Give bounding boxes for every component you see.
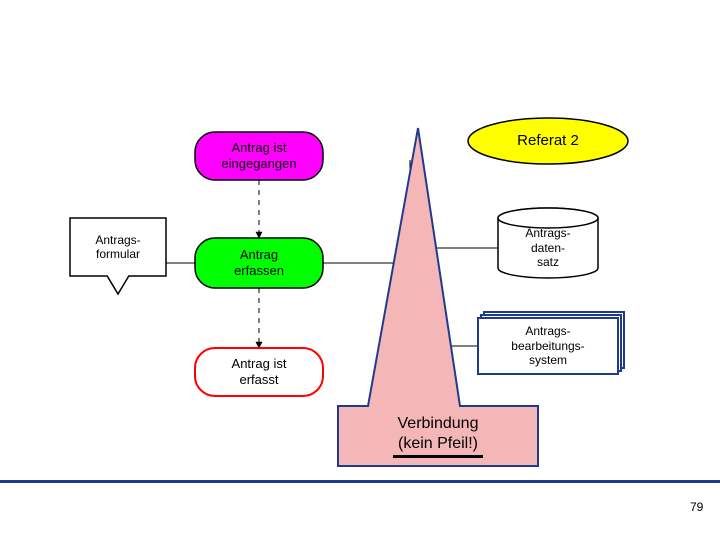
document-label: Antrags-formular: [95, 233, 140, 262]
org-unit-label: Referat 2: [517, 132, 579, 150]
event-label: Antrag isteingegangen: [221, 140, 296, 171]
document-antragsformular: Antrags-formular: [70, 218, 166, 276]
event-antrag-erfasst: Antrag isterfasst: [195, 348, 323, 396]
page-number: 79: [690, 500, 703, 514]
datastore-label: Antrags-daten-satz: [525, 226, 570, 269]
callout-underline: [393, 455, 483, 458]
org-unit-referat2: Referat 2: [468, 118, 628, 164]
function-label: Antragerfassen: [234, 247, 284, 278]
system-label: Antrags-bearbeitungs-system: [511, 324, 584, 367]
function-antrag-erfassen: Antragerfassen: [195, 238, 323, 288]
diagram-canvas: Referat 2 Antrag isteingegangen Antrager…: [0, 0, 720, 540]
callout-verbindung: Verbindung(kein Pfeil!): [338, 406, 538, 466]
event-label: Antrag isterfasst: [232, 356, 287, 387]
callout-label: Verbindung(kein Pfeil!): [398, 414, 479, 452]
system-antragsbearbeitung: Antrags-bearbeitungs-system: [478, 318, 618, 374]
footer-divider: [0, 480, 720, 483]
datastore-antragsdatensatz: Antrags-daten-satz: [498, 218, 598, 278]
event-antrag-eingegangen: Antrag isteingegangen: [195, 132, 323, 180]
